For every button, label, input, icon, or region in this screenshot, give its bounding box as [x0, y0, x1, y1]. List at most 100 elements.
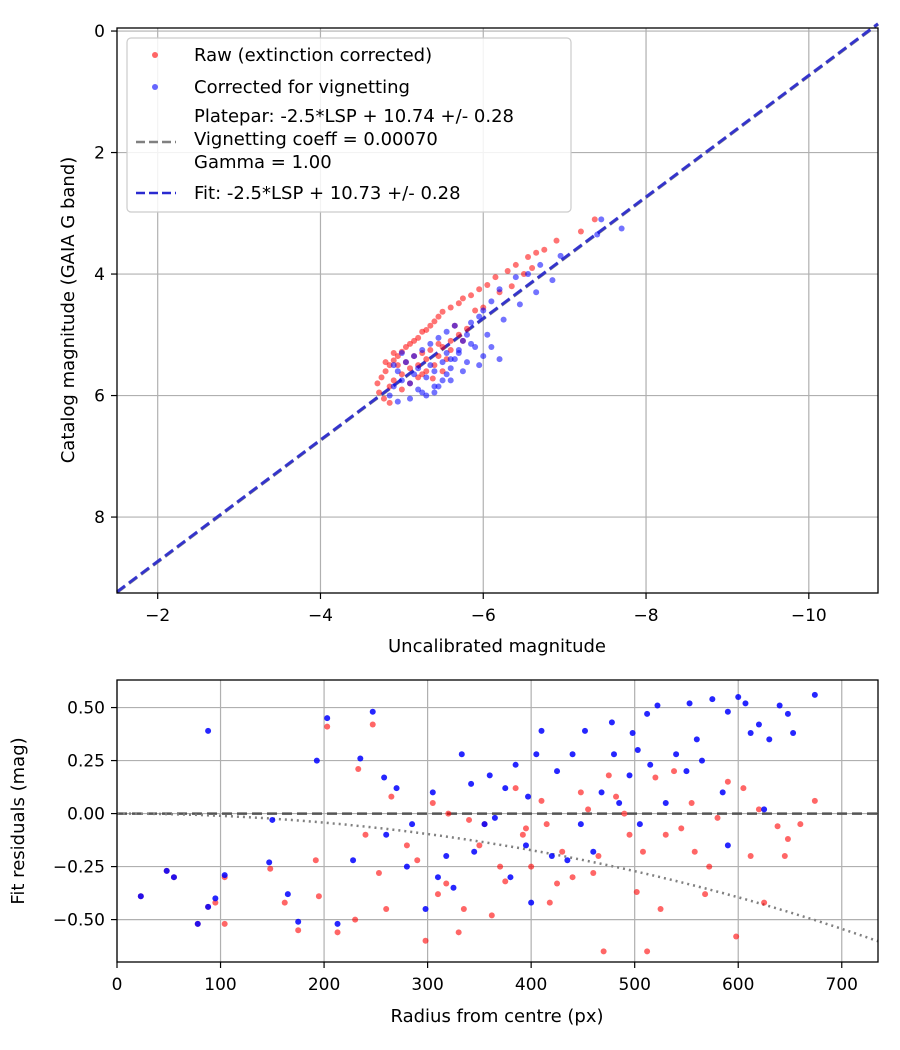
raw-residual-point	[613, 793, 620, 800]
raw-point	[435, 313, 442, 320]
top-x-axis-label: Uncalibrated magnitude	[388, 636, 606, 657]
raw-residual-point	[774, 823, 781, 830]
corrected-residual-point	[564, 857, 571, 864]
raw-residual-point	[740, 785, 747, 792]
corrected-residual-point	[686, 700, 693, 707]
corrected-point	[423, 374, 430, 381]
raw-residual-point	[559, 848, 566, 855]
raw-point	[541, 246, 548, 253]
raw-residual-point	[811, 797, 818, 804]
raw-residual-point	[714, 814, 721, 821]
corrected-point	[447, 356, 454, 363]
corrected-point	[443, 350, 450, 357]
corrected-residual-point	[522, 842, 529, 849]
corrected-point	[496, 286, 503, 293]
bottom-grid	[116, 680, 878, 962]
corrected-point	[468, 340, 475, 347]
raw-point	[402, 343, 409, 350]
raw-point	[512, 261, 519, 268]
corrected-residual-point	[533, 751, 540, 758]
raw-residual-point	[590, 869, 597, 876]
corrected-residual-point	[647, 761, 654, 768]
raw-residual-point	[678, 825, 685, 832]
top-tick-labels: −2 −4 −6 −8 −10 0 2 4 6 8	[94, 22, 827, 626]
corrected-residual-point	[784, 710, 791, 717]
corrected-point	[463, 359, 470, 366]
corrected-point	[455, 350, 462, 357]
raw-residual-point	[644, 948, 651, 955]
bottom-x-tick-label: 700	[826, 975, 858, 995]
corrected-point	[419, 389, 426, 396]
corrected-residual-point	[502, 785, 509, 792]
raw-point	[504, 268, 511, 275]
corrected-point	[549, 277, 556, 284]
raw-residual-point	[747, 852, 754, 859]
corrected-residual-point	[548, 852, 555, 859]
raw-point	[447, 337, 454, 344]
raw-point	[390, 350, 397, 357]
corrected-residual-point	[334, 920, 341, 927]
corrected-point	[447, 377, 454, 384]
top-x-tick-label: −10	[791, 606, 827, 626]
corrected-residual-point	[194, 920, 201, 927]
raw-residual-point	[621, 810, 628, 817]
corrected-point	[443, 371, 450, 378]
raw-residual-point	[797, 821, 804, 828]
corrected-residual-point	[616, 799, 623, 806]
corrected-point	[476, 362, 483, 369]
legend-label-gamma: Gamma = 1.00	[194, 152, 332, 173]
corrected-point	[476, 313, 483, 320]
raw-residual-point	[312, 857, 319, 864]
corrected-residual-point	[393, 785, 400, 792]
raw-residual-point	[554, 880, 561, 887]
raw-point	[427, 346, 434, 353]
corrected-residual-point	[598, 789, 605, 796]
raw-residual-point	[355, 766, 362, 773]
raw-residual-point	[633, 889, 640, 896]
bottom-x-tick-label: 0	[112, 975, 123, 995]
bottom-y-tick-label: 0.00	[67, 805, 105, 825]
corrected-residual-point	[528, 899, 535, 906]
raw-point	[439, 308, 446, 315]
raw-residual-point	[671, 768, 678, 775]
residuals-plot: 0 100 200 300 400 500 600 700 −0.50 −0.25 0.00 0.25…	[8, 679, 879, 1027]
corrected-residual-point	[383, 831, 390, 838]
corrected-residual-point	[269, 816, 276, 823]
corrected-residual-point	[724, 708, 731, 715]
corrected-point	[500, 316, 507, 323]
corrected-residual-point	[790, 730, 797, 737]
legend-marker-raw	[152, 52, 158, 58]
raw-residual-point	[761, 899, 768, 906]
bottom-tick-labels: 0 100 200 300 400 500 600 700 −0.50 −0.25 0.00 0.25…	[53, 699, 858, 995]
corrected-point	[484, 331, 491, 338]
raw-residual-point	[429, 799, 436, 806]
bottom-y-tick-label: 0.25	[67, 752, 105, 772]
corrected-residual-point	[610, 751, 617, 758]
raw-point	[435, 340, 442, 347]
top-x-tick-label: −6	[471, 606, 496, 626]
raw-residual-point	[724, 778, 731, 785]
raw-residual-point	[657, 905, 664, 912]
corrected-residual-point	[577, 821, 584, 828]
bottom-y-tick-label: −0.50	[53, 911, 105, 931]
raw-residual-point	[434, 891, 441, 898]
corrected-residual-point	[205, 903, 212, 910]
raw-residual-point	[497, 863, 504, 870]
corrected-point	[398, 350, 405, 357]
top-x-tick-label: −2	[145, 606, 170, 626]
top-y-axis-label: Catalog magnitude (GAIA G band)	[58, 157, 79, 464]
corrected-residual-point	[163, 867, 170, 874]
corrected-residual-point	[724, 842, 731, 849]
corrected-residual-point	[683, 768, 690, 775]
corrected-residual-point	[629, 730, 636, 737]
corrected-point	[394, 368, 401, 375]
corrected-point	[533, 289, 540, 296]
corrected-point	[394, 398, 401, 405]
raw-residual-point	[455, 929, 462, 936]
raw-point	[382, 359, 389, 366]
raw-residual-point	[688, 799, 695, 806]
bottom-scatter-points	[137, 691, 818, 955]
raw-point	[463, 325, 470, 332]
bottom-x-tick-label: 500	[618, 975, 650, 995]
